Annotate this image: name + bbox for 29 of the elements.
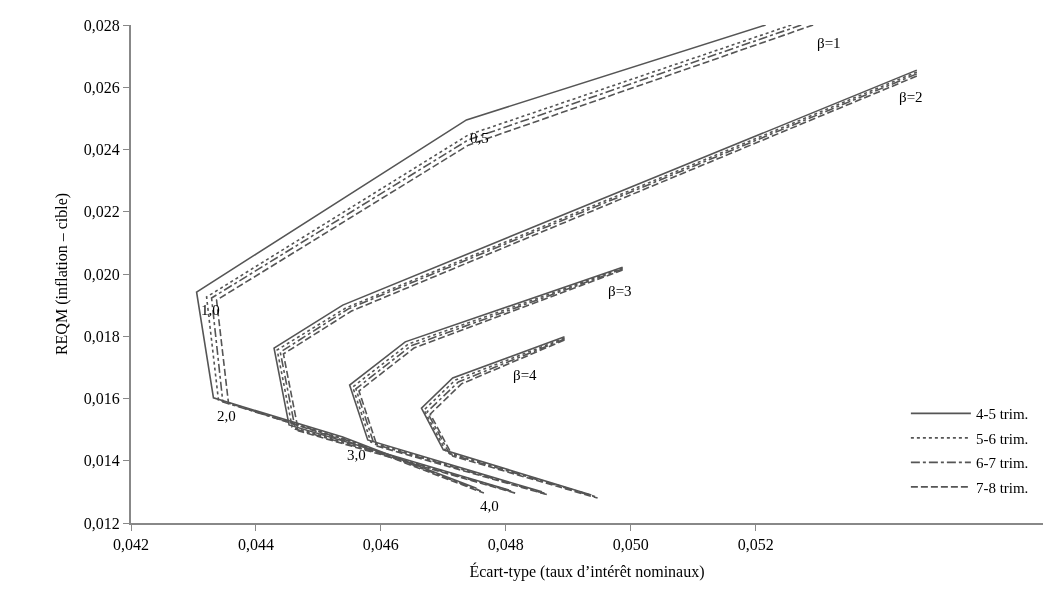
annotation: β=3 <box>608 283 632 299</box>
y-tick-label: 0,012 <box>83 514 120 532</box>
y-axis-title: REQM (inflation – cible) <box>53 192 72 356</box>
annotation: 4,0 <box>480 498 499 514</box>
x-tick-label: 0,046 <box>362 536 399 554</box>
y-tick-label: 0,020 <box>83 265 120 283</box>
annotation: 3,0 <box>347 447 366 463</box>
y-tick-label: 0,018 <box>83 327 120 345</box>
legend-label: 7-8 trim. <box>975 479 1029 496</box>
legend-label: 4-5 trim. <box>975 406 1029 423</box>
x-axis-title: Écart-type (taux d’intérêt nominaux) <box>469 562 705 582</box>
y-tick-label: 0,026 <box>83 78 120 96</box>
x-tick-label: 0,048 <box>487 536 524 554</box>
x-tick-label: 0,044 <box>237 536 274 554</box>
legend-label: 5-6 trim. <box>975 430 1029 447</box>
annotation: β=1 <box>817 35 841 51</box>
x-tick-label: 0,042 <box>113 536 149 554</box>
x-tick-label: 0,052 <box>737 536 774 554</box>
y-tick-label: 0,024 <box>83 141 120 159</box>
x-tick-label: 0,050 <box>612 536 649 554</box>
annotation: β=2 <box>899 89 923 105</box>
y-tick-label: 0,022 <box>83 203 120 221</box>
y-tick-label: 0,014 <box>83 452 120 470</box>
annotation: 2,0 <box>217 408 236 424</box>
y-tick-label: 0,028 <box>83 16 120 34</box>
annotation: β=4 <box>513 367 538 383</box>
y-tick-label: 0,016 <box>83 390 120 408</box>
annotation: 1,0 <box>201 302 220 318</box>
legend-label: 6-7 trim. <box>975 455 1029 472</box>
